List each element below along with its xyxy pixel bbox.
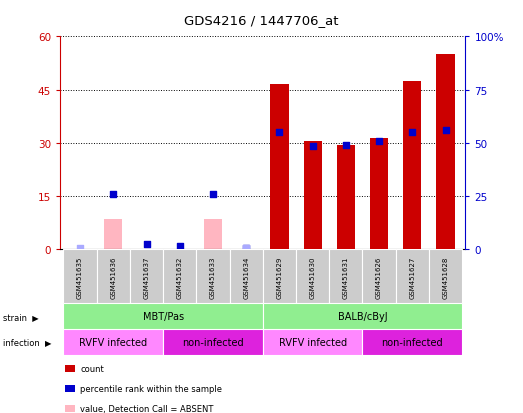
Bar [329,250,362,304]
Bar [104,220,122,250]
Text: value, Detection Call = ABSENT: value, Detection Call = ABSENT [80,404,213,413]
Text: GSM451628: GSM451628 [442,256,449,298]
Text: strain  ▶: strain ▶ [3,312,38,321]
Text: GSM451629: GSM451629 [277,256,282,298]
Text: count: count [80,364,104,373]
Point [441,128,450,134]
Text: GSM451635: GSM451635 [77,256,83,298]
Bar [63,250,97,304]
Point [408,130,416,136]
Point [242,245,251,252]
Text: RVFV infected: RVFV infected [279,337,347,347]
Bar [296,250,329,304]
Text: non-infected: non-infected [182,337,244,347]
Bar [63,329,163,355]
Point [309,143,317,150]
Point [76,245,84,252]
Text: GDS4216 / 1447706_at: GDS4216 / 1447706_at [184,14,339,27]
Bar [396,250,429,304]
Point [342,142,350,149]
Text: percentile rank within the sample: percentile rank within the sample [80,384,222,393]
Bar [196,250,230,304]
Bar [429,250,462,304]
Point [176,243,184,250]
Bar [163,329,263,355]
Text: GSM451637: GSM451637 [143,256,150,298]
Point [209,191,217,198]
Bar [436,55,454,250]
Text: GSM451633: GSM451633 [210,256,216,298]
Text: GSM451626: GSM451626 [376,256,382,298]
Point [242,245,251,252]
Point [109,191,118,198]
Bar [362,329,462,355]
Point [275,130,283,136]
Text: GSM451630: GSM451630 [310,256,316,298]
Text: GSM451631: GSM451631 [343,256,349,298]
Text: MBT/Pas: MBT/Pas [143,311,184,321]
Text: infection  ▶: infection ▶ [3,337,51,347]
Bar [337,145,355,250]
Text: BALB/cByJ: BALB/cByJ [338,311,388,321]
Bar [163,250,196,304]
Bar [263,250,296,304]
Text: GSM451632: GSM451632 [177,256,183,298]
Text: RVFV infected: RVFV infected [79,337,147,347]
Bar [263,304,462,329]
Bar [263,329,362,355]
Bar [97,250,130,304]
Bar [230,250,263,304]
Bar [403,81,422,250]
Bar [63,304,263,329]
Bar [204,220,222,250]
Bar [130,250,163,304]
Bar [370,138,388,250]
Text: non-infected: non-infected [381,337,443,347]
Point [375,138,383,145]
Point [142,241,151,248]
Text: GSM451627: GSM451627 [410,256,415,298]
Bar [270,85,289,250]
Text: GSM451636: GSM451636 [110,256,116,298]
Bar [303,142,322,250]
Text: GSM451634: GSM451634 [243,256,249,298]
Bar [362,250,396,304]
